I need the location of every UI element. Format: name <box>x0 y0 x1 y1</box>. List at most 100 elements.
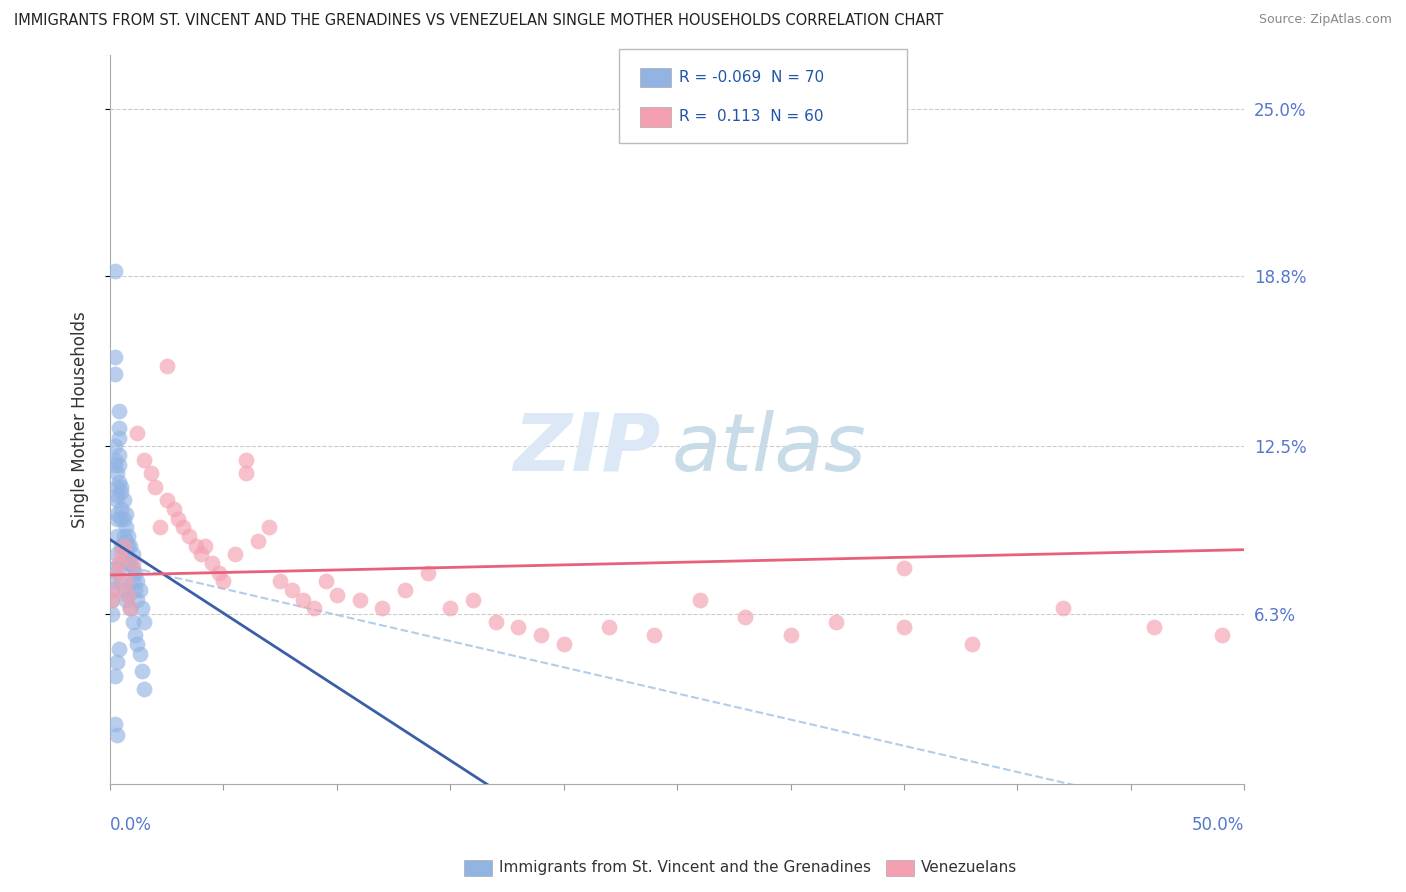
Point <box>110 480 132 494</box>
Point <box>131 664 153 678</box>
Point <box>302 601 325 615</box>
Point <box>167 512 190 526</box>
Point <box>194 540 217 554</box>
Text: Immigrants from St. Vincent and the Grenadines: Immigrants from St. Vincent and the Gren… <box>499 861 872 875</box>
Point <box>101 607 124 621</box>
Point <box>127 593 149 607</box>
Point <box>104 582 127 597</box>
Point <box>530 628 553 642</box>
Point <box>349 593 371 607</box>
Point <box>117 528 139 542</box>
Point <box>105 507 128 521</box>
Point <box>120 601 142 615</box>
Point <box>825 615 848 629</box>
Point <box>101 593 124 607</box>
Point <box>1211 628 1233 642</box>
Point <box>127 636 149 650</box>
Point <box>101 593 124 607</box>
Text: R = -0.069  N = 70: R = -0.069 N = 70 <box>679 70 824 85</box>
Point <box>212 574 235 589</box>
Point <box>110 548 132 562</box>
Point <box>112 493 135 508</box>
Point <box>101 574 124 589</box>
Point <box>893 620 915 634</box>
Point <box>105 467 128 481</box>
Point <box>104 561 127 575</box>
Point <box>145 480 167 494</box>
Point <box>124 566 146 581</box>
Point <box>960 636 983 650</box>
Point <box>416 566 439 581</box>
Point <box>105 528 128 542</box>
Point <box>1052 601 1074 615</box>
Point <box>121 574 143 589</box>
Point <box>224 548 246 562</box>
Point <box>128 648 150 662</box>
Point <box>208 566 231 581</box>
Point <box>117 556 139 570</box>
Point <box>162 501 184 516</box>
Point <box>104 458 127 473</box>
Point <box>461 593 484 607</box>
Text: Source: ZipAtlas.com: Source: ZipAtlas.com <box>1258 13 1392 27</box>
Point <box>120 540 142 554</box>
Point <box>105 548 128 562</box>
Point <box>139 467 162 481</box>
Point <box>315 574 337 589</box>
Point <box>105 488 128 502</box>
Point <box>108 475 131 489</box>
Point <box>108 404 131 418</box>
Text: IMMIGRANTS FROM ST. VINCENT AND THE GRENADINES VS VENEZUELAN SINGLE MOTHER HOUSE: IMMIGRANTS FROM ST. VINCENT AND THE GREN… <box>14 13 943 29</box>
Point <box>108 458 131 473</box>
Point <box>115 548 138 562</box>
Point <box>121 548 143 562</box>
Point <box>689 593 711 607</box>
Point <box>553 636 575 650</box>
Point <box>1142 620 1164 634</box>
Point <box>124 628 146 642</box>
Point <box>598 620 620 634</box>
Point <box>105 656 128 670</box>
Point <box>115 593 138 607</box>
Point <box>201 556 224 570</box>
Point <box>644 628 666 642</box>
Point <box>439 601 461 615</box>
Point <box>371 601 394 615</box>
Point <box>105 493 128 508</box>
Point <box>120 556 142 570</box>
Point <box>127 425 149 440</box>
Point <box>269 574 291 589</box>
Point <box>104 453 127 467</box>
Point <box>105 566 128 581</box>
Point <box>117 588 139 602</box>
Point <box>110 574 132 589</box>
Point <box>394 582 416 597</box>
Point <box>291 593 314 607</box>
Point <box>508 620 530 634</box>
Point <box>179 528 201 542</box>
Point <box>104 717 127 731</box>
Point <box>108 448 131 462</box>
Point <box>132 682 155 697</box>
Point <box>115 533 138 548</box>
Point <box>779 628 801 642</box>
Point <box>127 574 149 589</box>
Y-axis label: Single Mother Households: Single Mother Households <box>72 311 89 528</box>
Point <box>235 453 257 467</box>
Text: ZIP: ZIP <box>513 409 661 488</box>
Point <box>124 582 146 597</box>
Point <box>734 609 756 624</box>
Point <box>112 582 135 597</box>
Point <box>112 540 135 554</box>
Point <box>110 485 132 500</box>
Point <box>108 431 131 445</box>
Point <box>108 561 131 575</box>
Point <box>115 574 138 589</box>
Point <box>235 467 257 481</box>
Point <box>121 615 143 629</box>
Point <box>190 548 212 562</box>
Point <box>117 540 139 554</box>
Point <box>485 615 508 629</box>
Point <box>115 507 138 521</box>
Point <box>110 540 132 554</box>
